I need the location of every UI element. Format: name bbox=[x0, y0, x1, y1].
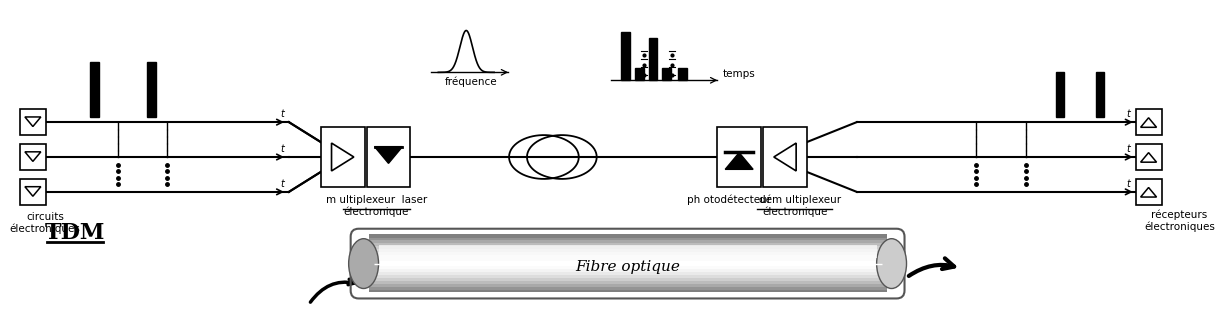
Bar bbox=[368, 252, 887, 255]
Bar bbox=[368, 240, 887, 243]
Bar bbox=[368, 246, 887, 249]
Ellipse shape bbox=[349, 239, 378, 289]
Bar bbox=[368, 249, 887, 252]
Text: t: t bbox=[1127, 179, 1131, 189]
Bar bbox=[678, 68, 687, 80]
Text: temps: temps bbox=[722, 69, 755, 79]
Bar bbox=[321, 127, 365, 187]
Bar bbox=[20, 109, 46, 135]
Polygon shape bbox=[725, 153, 753, 169]
Text: dém ultiplexeur: dém ultiplexeur bbox=[759, 195, 841, 205]
Text: Fibre optique: Fibre optique bbox=[575, 260, 680, 274]
Bar bbox=[368, 263, 887, 266]
Bar bbox=[148, 62, 156, 117]
Bar bbox=[368, 266, 887, 269]
Text: t: t bbox=[281, 179, 284, 189]
Bar bbox=[368, 272, 887, 275]
Text: récepteurs
électroniques: récepteurs électroniques bbox=[1144, 210, 1215, 232]
Ellipse shape bbox=[877, 239, 906, 289]
Bar bbox=[368, 237, 887, 240]
Bar bbox=[1136, 179, 1161, 205]
Text: circuits
électroniques: circuits électroniques bbox=[10, 212, 81, 234]
Bar bbox=[1136, 144, 1161, 170]
Text: t: t bbox=[281, 109, 284, 119]
Text: t: t bbox=[1127, 144, 1131, 154]
Bar bbox=[634, 68, 643, 80]
Bar bbox=[368, 280, 887, 284]
Bar bbox=[717, 127, 761, 187]
Bar bbox=[621, 32, 630, 80]
Text: électronique: électronique bbox=[762, 207, 827, 217]
Bar bbox=[1136, 109, 1161, 135]
Bar bbox=[368, 260, 887, 264]
Bar bbox=[89, 62, 99, 117]
Bar bbox=[20, 179, 46, 205]
Text: m ultiplexeur  laser: m ultiplexeur laser bbox=[326, 195, 427, 205]
Bar bbox=[368, 275, 887, 278]
Bar bbox=[366, 127, 410, 187]
Bar bbox=[368, 257, 887, 261]
Bar bbox=[368, 269, 887, 272]
Bar bbox=[368, 255, 887, 258]
Text: TDM: TDM bbox=[44, 222, 105, 244]
Bar bbox=[368, 286, 887, 289]
Bar bbox=[649, 38, 658, 80]
Text: fréquence: fréquence bbox=[445, 77, 498, 87]
Bar bbox=[368, 243, 887, 246]
Bar bbox=[762, 127, 806, 187]
Bar bbox=[368, 234, 887, 238]
Bar bbox=[368, 289, 887, 293]
Text: électronique: électronique bbox=[344, 207, 409, 217]
Bar bbox=[378, 245, 877, 258]
Bar bbox=[368, 283, 887, 287]
Text: ph otodétecteur: ph otodétecteur bbox=[687, 195, 771, 205]
Text: t: t bbox=[281, 144, 284, 154]
Bar bbox=[368, 278, 887, 281]
Bar bbox=[1057, 72, 1064, 117]
Text: t: t bbox=[1127, 109, 1131, 119]
Bar bbox=[20, 144, 46, 170]
Bar bbox=[662, 68, 671, 80]
Polygon shape bbox=[375, 147, 403, 163]
Bar bbox=[1096, 72, 1104, 117]
